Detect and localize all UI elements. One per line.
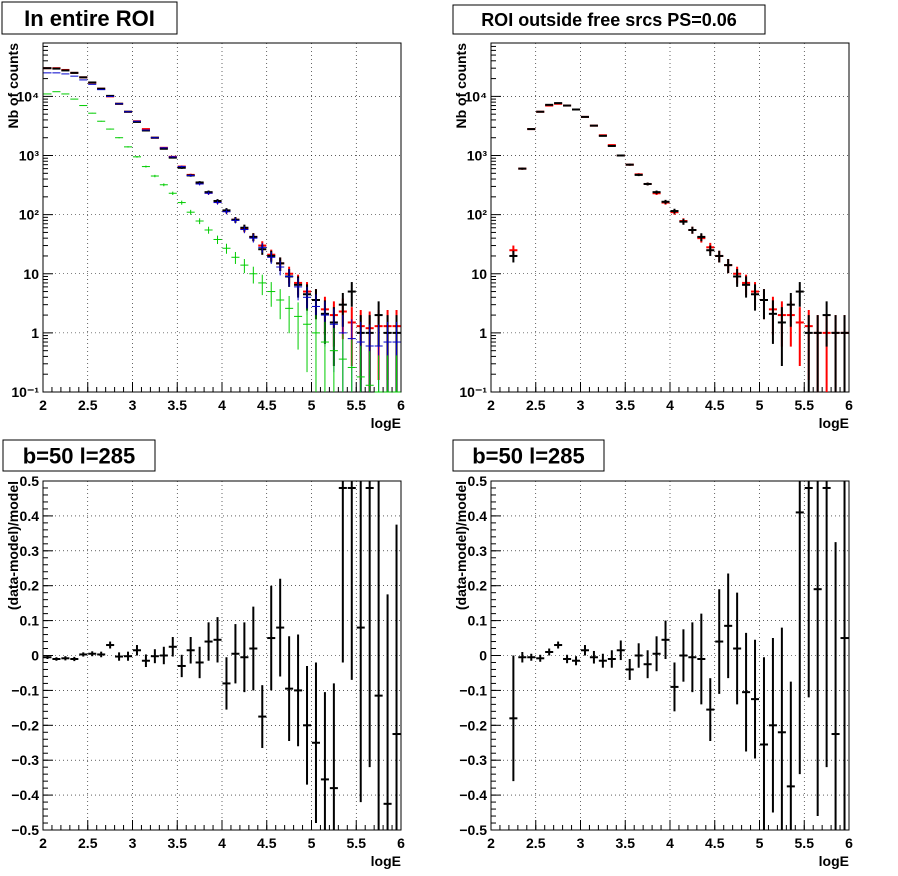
x-tick-label: 3 bbox=[577, 835, 585, 851]
x-tick-label: 5.5 bbox=[795, 835, 815, 851]
y-tick-label: 10 bbox=[471, 266, 487, 282]
y-tick-label: −0.2 bbox=[459, 717, 487, 733]
chart-title: b=50 l=285 bbox=[472, 443, 585, 468]
x-tick-label: 6 bbox=[845, 835, 853, 851]
y-tick-label: 0 bbox=[31, 648, 39, 664]
y-axis-label: Nb of counts bbox=[453, 43, 469, 129]
x-axis-label: logE bbox=[371, 415, 401, 431]
y-tick-label: 0.1 bbox=[468, 613, 488, 629]
y-tick-label: −0.3 bbox=[459, 752, 487, 768]
x-tick-label: 4.5 bbox=[705, 397, 725, 413]
x-tick-label: 5 bbox=[308, 835, 316, 851]
y-tick-label: 10³ bbox=[467, 148, 488, 164]
x-tick-label: 2.5 bbox=[78, 397, 98, 413]
x-axis-label: logE bbox=[819, 415, 849, 431]
y-axis-label: (data-model)/model bbox=[5, 481, 21, 610]
x-tick-label: 2.5 bbox=[78, 835, 98, 851]
x-tick-label: 3 bbox=[129, 835, 137, 851]
data-series-4 bbox=[43, 91, 401, 393]
x-axis-label: logE bbox=[819, 853, 849, 869]
x-tick-label: 4 bbox=[666, 835, 674, 851]
title-box bbox=[452, 4, 766, 35]
x-tick-label: 5.5 bbox=[347, 397, 367, 413]
x-tick-label: 2.5 bbox=[526, 397, 546, 413]
plot-frame bbox=[490, 480, 850, 831]
y-tick-label: −0.1 bbox=[11, 682, 39, 698]
x-tick-label: 3 bbox=[129, 397, 137, 413]
x-tick-label: 5 bbox=[756, 397, 764, 413]
x-tick-label: 6 bbox=[845, 397, 853, 413]
y-tick-label: −0.5 bbox=[459, 822, 487, 838]
y-tick-label: −0.1 bbox=[459, 682, 487, 698]
x-tick-label: 3 bbox=[577, 397, 585, 413]
x-tick-label: 4 bbox=[218, 397, 226, 413]
x-tick-label: 5 bbox=[308, 397, 316, 413]
title-box bbox=[452, 439, 605, 472]
plot-frame bbox=[490, 42, 850, 393]
x-tick-label: 5.5 bbox=[795, 397, 815, 413]
y-tick-label: 0.5 bbox=[468, 473, 488, 489]
x-tick-label: 4 bbox=[218, 835, 226, 851]
y-tick-label: 0.2 bbox=[20, 578, 40, 594]
y-tick-label: 0.3 bbox=[20, 543, 40, 559]
x-tick-label: 2.5 bbox=[526, 835, 546, 851]
y-tick-label: 0.5 bbox=[20, 473, 40, 489]
x-tick-label: 4.5 bbox=[705, 835, 725, 851]
chart-title: In entire ROI bbox=[24, 6, 155, 31]
plot-frame bbox=[42, 42, 402, 393]
x-tick-label: 4.5 bbox=[257, 397, 277, 413]
x-tick-label: 5.5 bbox=[347, 835, 367, 851]
y-tick-label: 1 bbox=[479, 325, 487, 341]
y-tick-label: 10³ bbox=[19, 148, 40, 164]
y-tick-label: −0.4 bbox=[459, 787, 487, 803]
y-tick-label: 10⁻¹ bbox=[11, 384, 39, 400]
y-tick-label: −0.5 bbox=[11, 822, 39, 838]
data-series-1 bbox=[509, 481, 849, 830]
y-tick-label: 10⁻¹ bbox=[459, 384, 487, 400]
y-tick-label: 1 bbox=[31, 325, 39, 341]
x-tick-label: 2 bbox=[39, 397, 47, 413]
chart-panel-1: 2 2.5 3 3.5 4 4.5 5 5.5 6 10⁻¹ 1 10 10² 10³ 10⁴ logE Nb … bbox=[1, 1, 405, 431]
y-tick-label: 10² bbox=[19, 207, 40, 223]
x-axis-label: logE bbox=[371, 853, 401, 869]
plot-frame bbox=[42, 480, 402, 831]
y-tick-label: 10 bbox=[23, 266, 39, 282]
x-tick-label: 2 bbox=[487, 835, 495, 851]
x-tick-label: 6 bbox=[397, 835, 405, 851]
y-axis-label: Nb of counts bbox=[5, 43, 21, 129]
x-tick-label: 3.5 bbox=[616, 397, 636, 413]
y-tick-label: −0.3 bbox=[11, 752, 39, 768]
chart-title: ROI outside free srcs PS=0.06 bbox=[481, 10, 737, 30]
y-tick-label: 10⁴ bbox=[17, 88, 40, 104]
y-tick-label: 0.2 bbox=[468, 578, 488, 594]
y-tick-label: 0.1 bbox=[20, 613, 40, 629]
title-box bbox=[1, 1, 178, 35]
x-tick-label: 3.5 bbox=[168, 397, 188, 413]
y-tick-label: −0.2 bbox=[11, 717, 39, 733]
x-tick-label: 4 bbox=[666, 397, 674, 413]
y-tick-label: 0 bbox=[479, 648, 487, 664]
x-tick-label: 6 bbox=[397, 397, 405, 413]
y-axis-label: (data-model)/model bbox=[453, 481, 469, 610]
x-tick-label: 2 bbox=[39, 835, 47, 851]
x-tick-label: 2 bbox=[487, 397, 495, 413]
y-tick-label: 0.4 bbox=[468, 508, 488, 524]
chart-panel-3: 2 2.5 3 3.5 4 4.5 5 5.5 6 −0.5 −0.4 −0.3 −0.2 −0.1 0 0.… bbox=[2, 439, 405, 869]
y-tick-label: 10⁴ bbox=[465, 88, 488, 104]
chart-title: b=50 l=285 bbox=[23, 443, 136, 468]
chart-panel-4: 2 2.5 3 3.5 4 4.5 5 5.5 6 −0.5 −0.4 −0.3 −0.2 −0.1 0 0.… bbox=[452, 439, 853, 869]
y-tick-label: 10² bbox=[467, 207, 488, 223]
data-series-1 bbox=[43, 481, 401, 830]
x-tick-label: 5 bbox=[756, 835, 764, 851]
x-tick-label: 4.5 bbox=[257, 835, 277, 851]
y-tick-label: 0.3 bbox=[468, 543, 488, 559]
data-series-2 bbox=[509, 102, 849, 392]
y-tick-label: 0.4 bbox=[20, 508, 40, 524]
x-tick-label: 3.5 bbox=[616, 835, 636, 851]
y-tick-label: −0.4 bbox=[11, 787, 39, 803]
title-box bbox=[2, 439, 156, 472]
chart-panel-2: 2 2.5 3 3.5 4 4.5 5 5.5 6 10⁻¹ 1 10 10² 10³ 10⁴ logE Nb … bbox=[452, 4, 853, 431]
x-tick-label: 3.5 bbox=[168, 835, 188, 851]
